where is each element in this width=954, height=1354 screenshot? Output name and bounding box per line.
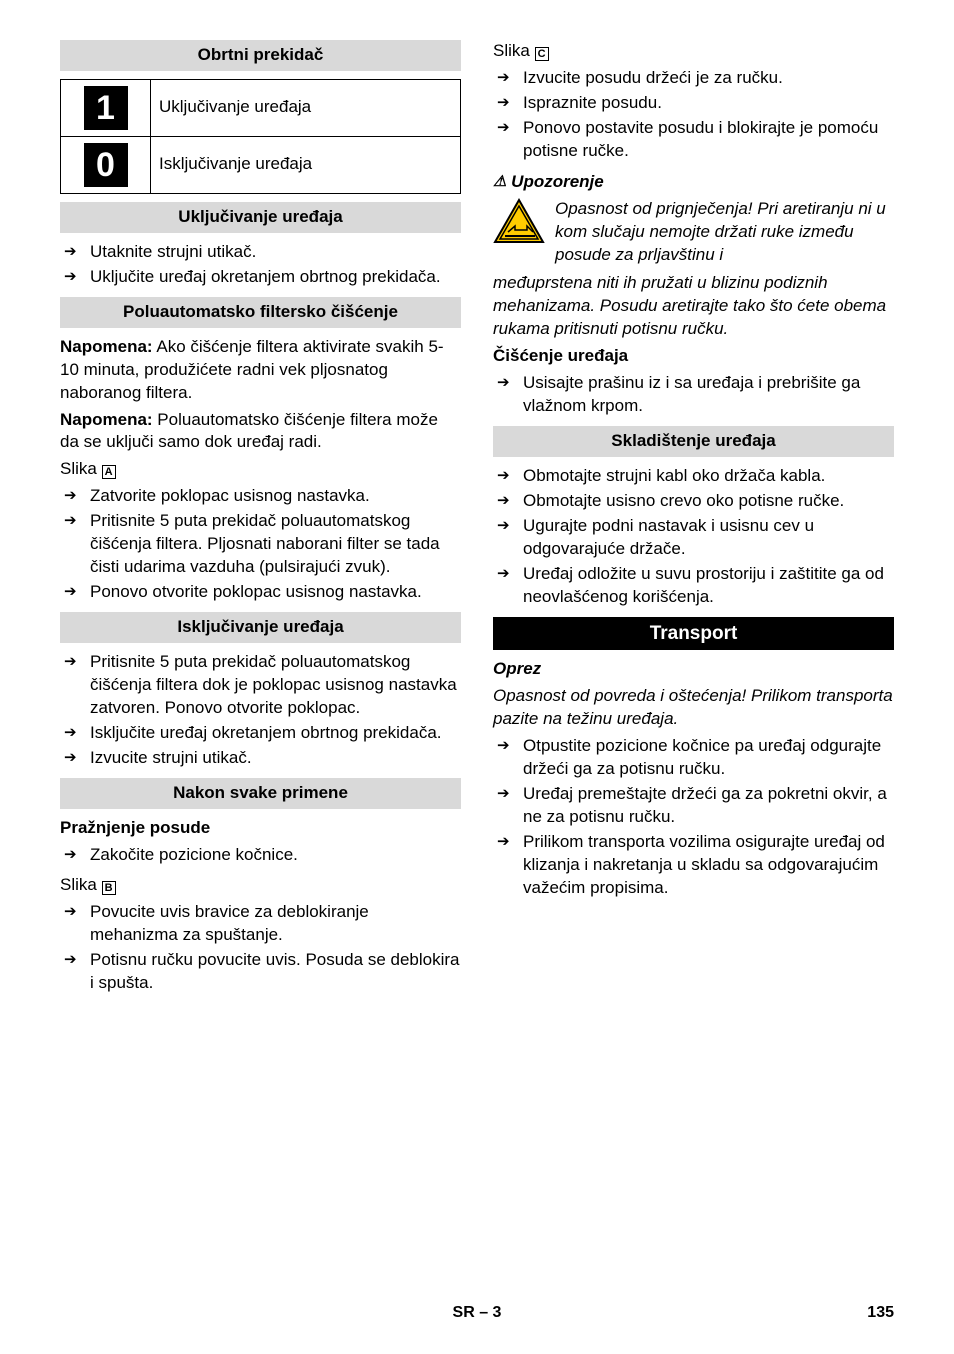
figure-ref-c: Slika C — [493, 40, 894, 63]
subhead-emptying: Pražnjenje posude — [60, 817, 461, 840]
table-row: 1 Uključivanje uređaja — [61, 79, 461, 136]
list-item: Otpustite pozicione kočnice pa uređaj od… — [521, 735, 894, 781]
list-item: Obmotajte usisno crevo oko potisne ručke… — [521, 490, 894, 513]
section-rotary-switch: Obrtni prekidač — [60, 40, 461, 71]
footer-page-number: 135 — [867, 1302, 894, 1324]
list-item: Povucite uvis bravice za deblokiranje me… — [88, 901, 461, 947]
switch-table: 1 Uključivanje uređaja 0 Isključivanje u… — [60, 79, 461, 194]
section-transport: Transport — [493, 617, 894, 651]
switch-on-icon: 1 — [84, 86, 128, 130]
warning-triangle-icon: ⚠ — [493, 173, 506, 190]
section-turn-off: Isključivanje uređaja — [60, 612, 461, 643]
note-1: Napomena: Ako čišćenje filtera aktivirat… — [60, 336, 461, 405]
figure-prefix: Slika — [60, 459, 102, 478]
turn-off-list: Pritisnite 5 puta prekidač poluautomatsk… — [60, 651, 461, 770]
figure-prefix: Slika — [493, 41, 535, 60]
list-item: Zatvorite poklopac usisnog nastavka. — [88, 485, 461, 508]
caution-label: Oprez — [493, 658, 894, 681]
note-label: Napomena: — [60, 410, 153, 429]
figure-letter-icon: A — [102, 465, 116, 479]
section-after-use: Nakon svake primene — [60, 778, 461, 809]
footer-center: SR – 3 — [453, 1302, 502, 1324]
list-item: Uključite uređaj okretanjem obrtnog prek… — [88, 266, 461, 289]
caution-text: Opasnost od povreda i oštećenja! Priliko… — [493, 685, 894, 731]
note-2: Napomena: Poluautomatsko čišćenje filter… — [60, 409, 461, 455]
list-item: Isključite uređaj okretanjem obrtnog pre… — [88, 722, 461, 745]
list-item: Ponovo postavite posudu i blokirajte je … — [521, 117, 894, 163]
emptying-list-1: Zakočite pozicione kočnice. — [60, 844, 461, 867]
figure-letter-icon: C — [535, 47, 549, 61]
pinch-hazard-icon — [493, 198, 545, 244]
list-item: Zakočite pozicione kočnice. — [88, 844, 461, 867]
turn-on-list: Utaknite strujni utikač. Uključite uređa… — [60, 241, 461, 289]
subhead-cleaning: Čišćenje uređaja — [493, 345, 894, 368]
figure-c-list: Izvucite posudu držeći je za ručku. Ispr… — [493, 67, 894, 163]
warning-row: Opasnost od prignječenja! Pri aretiranju… — [493, 198, 894, 271]
warning-label: ⚠ Upozorenje — [493, 171, 894, 194]
figure-prefix: Slika — [60, 875, 102, 894]
cleaning-list: Usisajte prašinu iz i sa uređaja i prebr… — [493, 372, 894, 418]
warning-text-below: međuprstena niti ih pružati u blizinu po… — [493, 272, 894, 341]
right-column: Slika C Izvucite posudu držeći je za ruč… — [493, 40, 894, 1003]
figure-letter-icon: B — [102, 881, 116, 895]
switch-icon-cell: 0 — [61, 136, 151, 193]
table-row: 0 Isključivanje uređaja — [61, 136, 461, 193]
figure-ref-b: Slika B — [60, 874, 461, 897]
list-item: Prilikom transporta vozilima osigurajte … — [521, 831, 894, 900]
list-item: Uređaj premeštajte držeći ga za pokretni… — [521, 783, 894, 829]
list-item: Uređaj odložite u suvu prostoriju i zašt… — [521, 563, 894, 609]
note-label: Napomena: — [60, 337, 153, 356]
list-item: Ispraznite posudu. — [521, 92, 894, 115]
filter-list: Zatvorite poklopac usisnog nastavka. Pri… — [60, 485, 461, 604]
page-footer: SR – 3 135 — [0, 1302, 954, 1324]
section-filter-cleaning: Poluautomatsko filtersko čišćenje — [60, 297, 461, 328]
figure-ref-a: Slika A — [60, 458, 461, 481]
section-storage: Skladištenje uređaja — [493, 426, 894, 457]
switch-on-label: Uključivanje uređaja — [151, 79, 461, 136]
list-item: Utaknite strujni utikač. — [88, 241, 461, 264]
list-item: Pritisnite 5 puta prekidač poluautomatsk… — [88, 510, 461, 579]
left-column: Obrtni prekidač 1 Uključivanje uređaja 0… — [60, 40, 461, 1003]
switch-icon-cell: 1 — [61, 79, 151, 136]
list-item: Potisnu ručku povucite uvis. Posuda se d… — [88, 949, 461, 995]
section-turn-on: Uključivanje uređaja — [60, 202, 461, 233]
storage-list: Obmotajte strujni kabl oko držača kabla.… — [493, 465, 894, 609]
warning-label-text: Upozorenje — [506, 172, 603, 191]
list-item: Obmotajte strujni kabl oko držača kabla. — [521, 465, 894, 488]
switch-off-icon: 0 — [84, 143, 128, 187]
list-item: Pritisnite 5 puta prekidač poluautomatsk… — [88, 651, 461, 720]
list-item: Ponovo otvorite poklopac usisnog nastavk… — [88, 581, 461, 604]
switch-off-label: Isključivanje uređaja — [151, 136, 461, 193]
transport-list: Otpustite pozicione kočnice pa uređaj od… — [493, 735, 894, 900]
list-item: Izvucite strujni utikač. — [88, 747, 461, 770]
list-item: Usisajte prašinu iz i sa uređaja i prebr… — [521, 372, 894, 418]
list-item: Izvucite posudu držeći je za ručku. — [521, 67, 894, 90]
warning-text-beside: Opasnost od prignječenja! Pri aretiranju… — [555, 198, 894, 267]
emptying-list-2: Povucite uvis bravice za deblokiranje me… — [60, 901, 461, 995]
list-item: Ugurajte podni nastavak i usisnu cev u o… — [521, 515, 894, 561]
